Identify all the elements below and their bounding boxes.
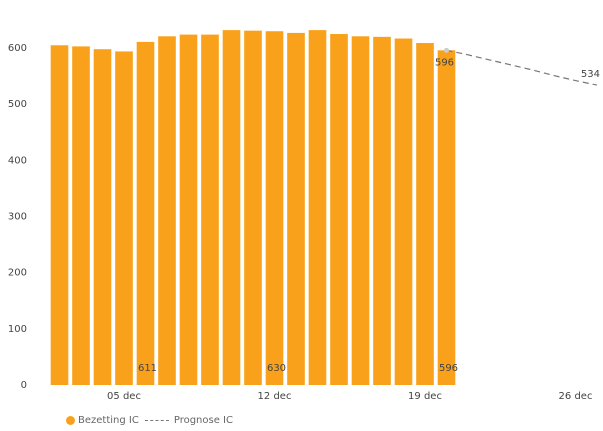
bar: [158, 36, 176, 386]
y-tick-label: 400: [8, 155, 27, 166]
data-label: 596: [439, 363, 458, 374]
bar: [373, 36, 391, 385]
bar: [50, 45, 69, 386]
x-tick-label: 26 dec: [559, 391, 593, 402]
bar: [201, 34, 219, 385]
forecast-line: [446, 49, 598, 86]
y-tick-label: 300: [8, 212, 27, 223]
x-tick-label: 05 dec: [107, 391, 141, 402]
y-tick-label: 500: [8, 99, 27, 110]
x-tick-label: 19 dec: [408, 391, 442, 402]
data-label: 596: [435, 57, 454, 68]
bar: [136, 41, 155, 386]
legend-forecast-swatch: [144, 419, 169, 421]
bar: [244, 30, 262, 386]
y-tick-label: 200: [8, 268, 27, 279]
bar: [437, 50, 456, 385]
bar: [179, 34, 198, 385]
bar: [416, 43, 434, 386]
y-tick-label: 600: [8, 43, 27, 54]
data-label: 611: [138, 363, 157, 374]
bar: [330, 34, 348, 386]
data-label: 534: [581, 69, 600, 80]
bar: [287, 32, 305, 386]
bar: [351, 36, 370, 386]
forecast-start-marker: [444, 47, 449, 53]
bar: [308, 30, 327, 385]
legend-bar-swatch: [66, 415, 75, 425]
data-label: 630: [267, 363, 286, 374]
y-tick-label: 100: [8, 324, 27, 335]
x-tick-label: 12 dec: [258, 391, 292, 402]
legend-forecast-label: Prognose IC: [173, 414, 233, 426]
y-tick-label: 0: [21, 380, 27, 391]
bar: [115, 51, 133, 385]
bar: [394, 38, 413, 386]
chart-plot: 0 100 200 300 400 500 600 05 dec 12 dec 19 dec 26 …: [8, 30, 600, 402]
bar: [72, 46, 90, 386]
bar: [93, 49, 112, 385]
legend: Bezetting IC Prognose IC: [66, 411, 233, 429]
legend-bar-label: Bezetting IC: [78, 414, 139, 426]
bar: [265, 31, 284, 385]
bar: [222, 30, 241, 385]
